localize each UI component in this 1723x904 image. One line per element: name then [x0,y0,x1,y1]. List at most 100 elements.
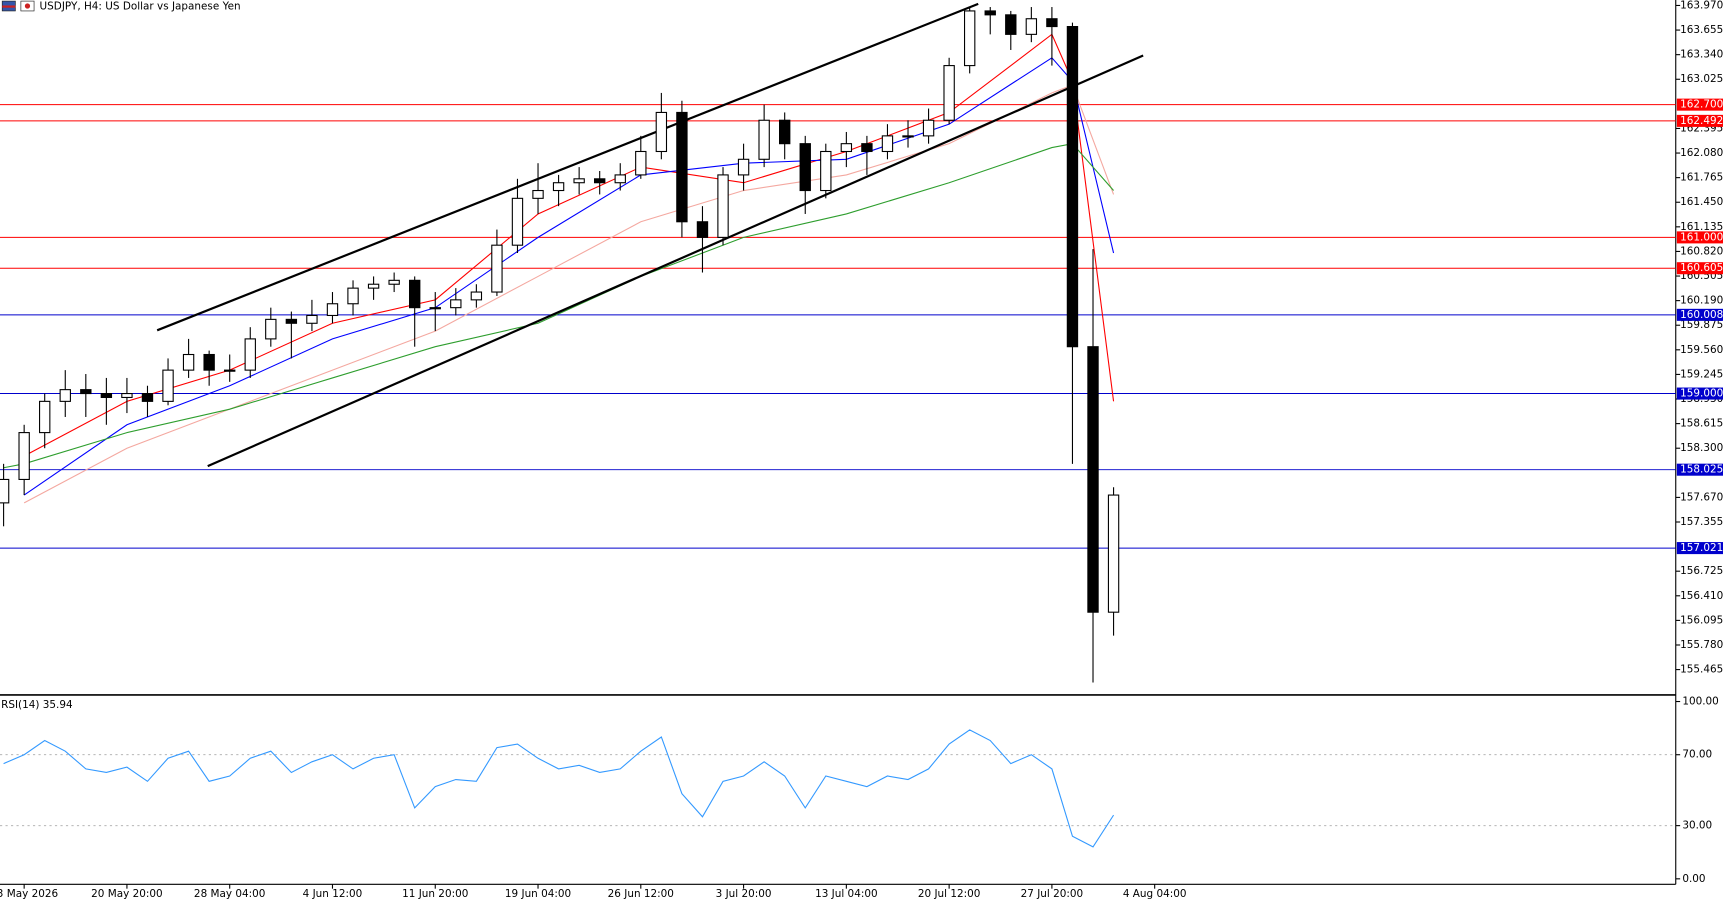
level-label-box [1676,387,1723,400]
trend-line [207,54,1144,468]
level-label-box [1676,262,1723,275]
candle-body [511,197,524,246]
y-tick-label: 160.820 [1680,245,1723,257]
level-label-box [1676,231,1723,244]
y-tick-label: 160.190 [1680,295,1723,307]
candle-body [717,174,729,238]
candle-body [655,111,668,153]
candle-body [0,478,10,504]
y-tick-label: 159.560 [1680,344,1723,356]
candle-body [491,244,503,293]
candle-body [902,135,914,138]
y-tick-label: 163.025 [1680,73,1723,85]
y-tick-label: 157.355 [1680,516,1723,528]
candle-body [285,318,298,324]
y-tick-label: 161.450 [1680,196,1723,208]
candle-body [1046,18,1058,28]
moving-average [3,143,1114,469]
candle-body [820,150,832,192]
candle-body [943,65,955,121]
level-label: 157.021 [1680,542,1723,554]
candle-body [963,10,976,67]
candle-body [429,307,441,310]
level-label: 158.025 [1680,464,1723,476]
level-label: 160.605 [1680,262,1723,274]
candle-body [121,393,133,399]
y-tick-label: 30.00 [1682,820,1712,832]
level-label: 159.000 [1680,388,1723,400]
candle-body [182,353,195,371]
candle-body [347,287,359,305]
y-tick-label: 163.340 [1680,49,1723,61]
candle-body [676,111,688,223]
candle-body [1087,346,1099,613]
candle-body [59,389,71,402]
y-tick-label: 163.970 [1680,0,1723,11]
candle-body [922,119,935,137]
candle-body [840,143,853,153]
y-tick-label: 156.410 [1680,590,1723,602]
candle-body [224,369,236,372]
level-label-box [1676,542,1723,555]
candle-body [80,389,92,395]
y-tick-label: 70.00 [1682,749,1712,761]
candle-body [18,432,30,480]
y-tick-label: 155.465 [1680,664,1723,676]
y-tick-label: 156.725 [1680,565,1723,577]
trend-line [156,2,979,332]
candle-body [1066,26,1079,348]
candle-body [799,143,811,192]
x-tick-label: 11 Jun 20:00 [402,888,468,900]
x-tick-label: 20 May 20:00 [91,888,163,900]
candle-body [450,299,462,309]
x-tick-label: 27 Jul 20:00 [1021,888,1084,900]
level-label-box [1676,98,1723,111]
candle-body [326,303,339,317]
level-label-box [1676,308,1723,321]
candle-body [39,400,51,434]
y-tick-label: 160.505 [1680,270,1723,282]
y-tick-label: 157.670 [1680,491,1723,503]
y-tick-label: 158.615 [1680,418,1723,430]
candle-body [244,338,256,371]
candle-body [1005,14,1017,35]
x-tick-label: 13 Jul 04:00 [815,888,878,900]
x-tick-label: 3 Jul 20:00 [716,888,772,900]
candle-body [614,174,626,184]
level-label: 160.008 [1680,309,1723,321]
y-tick-label: 159.875 [1680,319,1723,331]
y-tick-label: 0.00 [1682,873,1705,885]
candle-body [100,393,113,399]
candle-body [470,291,483,301]
candle-body [573,178,585,184]
y-tick-label: 163.655 [1680,24,1723,36]
candle-body [1025,18,1038,35]
level-label: 161.000 [1680,231,1723,243]
y-tick-label: 156.095 [1680,614,1723,626]
y-tick-label: 162.395 [1680,122,1723,134]
y-tick-label: 155.780 [1680,639,1723,651]
candle-body [265,318,277,340]
rsi-title: RSI(14) 35.94 [1,699,73,711]
candle-body [1107,494,1120,613]
x-tick-label: 20 Jul 12:00 [918,888,981,900]
y-tick-label: 162.080 [1680,147,1723,159]
candle-body [984,10,996,16]
x-tick-label: 13 May 2026 [0,888,58,900]
candle-body [881,135,894,153]
candle-body [737,158,750,176]
y-tick-label: 159.245 [1680,368,1723,380]
y-tick-label: 100.00 [1682,696,1718,708]
candle-body [552,182,565,192]
candle-body [388,279,400,285]
y-tick-label: 158.300 [1680,442,1723,454]
candle-body [203,353,215,371]
level-label-box [1676,463,1723,476]
y-tick-label: 161.135 [1680,221,1723,233]
x-tick-label: 19 Jun 04:00 [505,888,571,900]
candle-body [696,221,709,238]
level-label: 162.492 [1680,115,1723,127]
